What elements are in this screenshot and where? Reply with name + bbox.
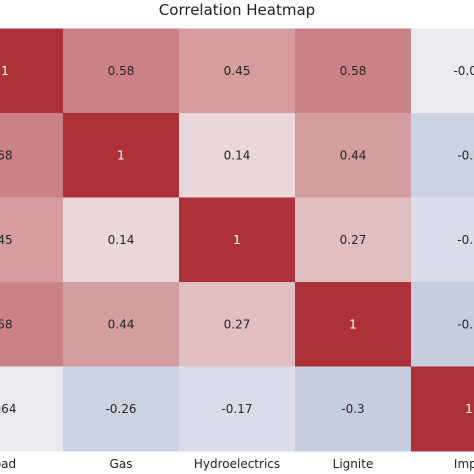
heatmap-cell-label-1-3: 0.44: [340, 148, 367, 162]
heatmap-cell-0-2: [179, 28, 296, 114]
heatmap-cell-1-0: [0, 113, 64, 198]
heatmap-cell-label-0-0: 1: [1, 64, 9, 78]
heatmap-cell-4-1: [63, 366, 180, 452]
heatmap-cell-3-0: [0, 282, 64, 367]
heatmap-cell-2-0: [0, 197, 64, 283]
x-tick-label-2: Hydroelectrics: [194, 457, 280, 471]
heatmap-cell-4-4: [411, 366, 474, 452]
x-axis-tick-labels: oad Gas Hydroelectrics Lignite Impo: [0, 457, 474, 471]
x-tick-label-4: Impo: [454, 457, 474, 471]
heatmap-cell-label-2-2: 1: [233, 233, 241, 247]
heatmap-cell-label-4-4: 1: [465, 402, 473, 416]
chart-title: Correlation Heatmap: [159, 1, 315, 19]
heatmap-cell-label-3-3: 1: [349, 317, 357, 331]
heatmap-cell-3-2: [179, 282, 296, 367]
x-tick-label-1: Gas: [110, 457, 133, 471]
heatmap-cell-label-2-0: 45: [0, 233, 13, 247]
heatmap-cell-label-2-4: -0.1: [457, 233, 474, 247]
heatmap-cell-label-3-0: 58: [0, 317, 13, 331]
heatmap-cell-4-3: [295, 366, 412, 452]
heatmap-cell-2-1: [63, 197, 180, 283]
heatmap-cell-label-4-2: -0.17: [221, 402, 252, 416]
heatmap-cell-1-4: [411, 113, 474, 198]
heatmap-cells: 1 0.58 0.45 0.58 -0.06 58 1 0.14 0.44 -0.2 45 0.14 1…: [0, 28, 474, 452]
heatmap-cell-label-4-1: -0.26: [105, 402, 136, 416]
heatmap-cell-label-0-3: 0.58: [340, 64, 367, 78]
heatmap-cell-3-3: [295, 282, 412, 367]
heatmap-cell-2-4: [411, 197, 474, 283]
heatmap-cell-label-2-3: 0.27: [340, 233, 367, 247]
heatmap-cell-1-3: [295, 113, 412, 198]
heatmap-cell-1-1: [63, 113, 180, 198]
heatmap-cell-label-4-0: 064: [0, 402, 16, 416]
heatmap-cell-label-3-4: -0.1: [457, 317, 474, 331]
heatmap-cell-3-1: [63, 282, 180, 367]
heatmap-cell-label-0-1: 0.58: [108, 64, 135, 78]
heatmap-cell-label-4-3: -0.3: [341, 402, 364, 416]
heatmap-cell-0-1: [63, 28, 180, 114]
heatmap-cell-2-2: [179, 197, 296, 283]
heatmap-cell-0-4: [411, 28, 474, 114]
heatmap-cell-label-3-1: 0.44: [108, 317, 135, 331]
heatmap-cell-label-0-2: 0.45: [224, 64, 251, 78]
heatmap-cell-label-1-4: -0.2: [457, 148, 474, 162]
heatmap-cell-4-0: [0, 366, 64, 452]
heatmap-cell-label-1-0: 58: [0, 148, 13, 162]
heatmap-cell-label-3-2: 0.27: [224, 317, 251, 331]
heatmap-cell-2-3: [295, 197, 412, 283]
heatmap-cell-label-1-1: 1: [117, 148, 125, 162]
heatmap-cell-label-2-1: 0.14: [108, 233, 135, 247]
heatmap-cell-1-2: [179, 113, 296, 198]
heatmap-cell-label-1-2: 0.14: [224, 148, 251, 162]
x-tick-label-0: oad: [0, 457, 16, 471]
heatmap-cell-0-0: [0, 28, 64, 114]
x-tick-label-3: Lignite: [333, 457, 374, 471]
heatmap-cell-4-2: [179, 366, 296, 452]
heatmap-cell-3-4: [411, 282, 474, 367]
heatmap-cell-0-3: [295, 28, 412, 114]
heatmap-cell-label-0-4: -0.06: [453, 64, 474, 78]
